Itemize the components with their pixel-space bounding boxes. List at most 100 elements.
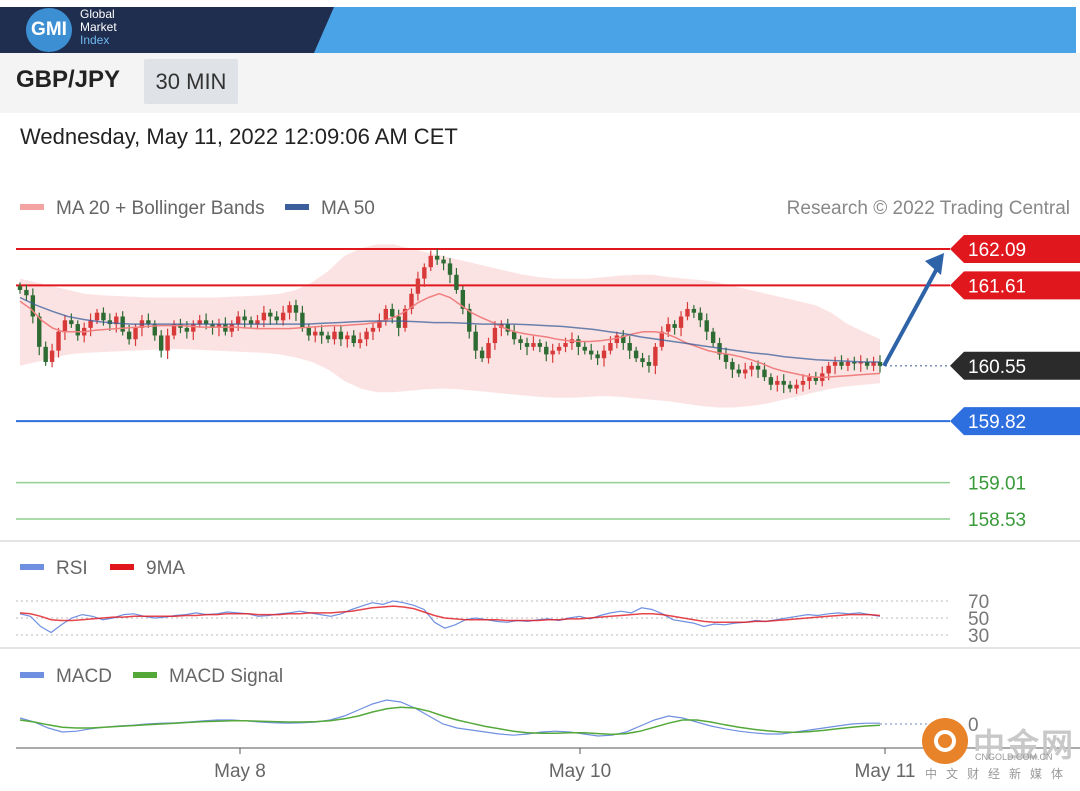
gmi-logo-words: Global Market Index [80,8,117,47]
candle-body [114,316,119,325]
candle-body [300,312,305,328]
candle-body [242,316,247,321]
candle-body [762,369,767,378]
candle-body [434,255,440,260]
candle-body [608,343,613,351]
candle-body [268,312,273,317]
candle-body [37,316,42,347]
logo-word-3: Index [80,33,110,47]
candle-body [88,320,93,328]
x-tick-label-May-10: May 10 [549,761,611,782]
candle-body [691,308,697,313]
candle-body [17,286,23,290]
candle-body [428,255,433,268]
candle-body [197,320,202,325]
gmi-logo[interactable]: GMI [26,8,72,52]
legend-ma20: MA 20 + Bollinger Bands [20,198,265,220]
legend-rsi-swatch [20,564,44,571]
legend-macd: MACD [20,666,112,688]
candle-body [274,316,279,321]
legend-ma50-label: MA 50 [321,198,375,219]
rsi-level-label-70: 70 [968,592,989,613]
level-label-162.09: 162.09 [968,240,1026,261]
candle-body [390,308,395,317]
candle-body [43,346,48,363]
candle-body [454,274,459,290]
candle-body [229,324,234,332]
legend-macd-swatch [20,672,44,679]
candle-body [537,343,543,347]
candle-body [755,365,761,370]
x-tick-label-May-8: May 8 [214,761,266,782]
candle-body [319,331,324,336]
candle-body [223,324,228,332]
level-badge-159.82 [950,407,1080,436]
candle-body [338,331,344,340]
candle-body [723,354,729,363]
candle-body [467,308,472,332]
candle-body [191,324,196,332]
candle-body [768,377,774,385]
candle-body [447,263,453,275]
candle-body [518,339,523,344]
candle-body [280,312,286,321]
candle-body [736,369,742,374]
candle-body [261,312,267,321]
candle-body [165,335,170,351]
candle-body [56,331,61,351]
candle-body [531,343,536,347]
candle-body [184,327,190,332]
candle-body [171,324,177,336]
candle-body [396,316,401,328]
level-label-158.53: 158.53 [968,510,1026,531]
legend-macd-signal-label: MACD Signal [169,666,284,687]
candle-body [563,343,568,347]
macd-signal-line [19,706,881,736]
candle-body [216,324,222,328]
candle-body [845,362,851,366]
candle-body [588,350,594,355]
candle-body [24,289,29,296]
candle-body [158,335,164,351]
currency-pair: GBP/JPY [16,66,121,93]
candle-body [524,343,530,347]
legend-macd-signal: MACD Signal [133,666,283,688]
candle-body [730,362,735,370]
legend-rsi-ma-label: 9MA [146,558,186,579]
candle-body [306,327,312,336]
candle-body [75,324,80,336]
rsi-level-label-30: 30 [968,626,989,647]
rsi-ma-line [19,605,881,624]
candle-body [409,293,414,309]
candle-body [236,316,241,325]
candle-body [698,312,703,321]
level-label-159.82: 159.82 [968,412,1026,433]
candle-body [800,380,806,385]
candle-body [69,320,74,325]
candle-body [704,320,709,332]
candle-body [775,380,780,385]
candle-body [633,350,639,359]
candle-body [345,335,350,340]
candle-body [672,324,677,328]
legend-ma50-swatch [285,204,309,211]
x-tick-label-May-11: May 11 [855,761,916,782]
candle-body [710,331,716,344]
candle-body [544,346,549,355]
candle-body [871,362,876,366]
candle-body [357,339,363,344]
legend-macd-signal-swatch [133,672,157,679]
candle-body [94,312,100,321]
candle-body [441,259,446,264]
candle-body [595,354,600,359]
candle-body [287,305,292,313]
timeframe-button[interactable]: 30 MIN [144,59,238,104]
candle-body [839,362,844,366]
candle-body [826,365,831,374]
candle-body [666,324,671,332]
candle-body [62,320,68,332]
watermark-subtitle: 中文财经新媒体 [925,767,1073,781]
legend-ma20-label: MA 20 + Bollinger Bands [56,198,265,219]
watermark-url: CNGOLD.COM.CN [975,752,1053,762]
candle-body [402,308,408,328]
